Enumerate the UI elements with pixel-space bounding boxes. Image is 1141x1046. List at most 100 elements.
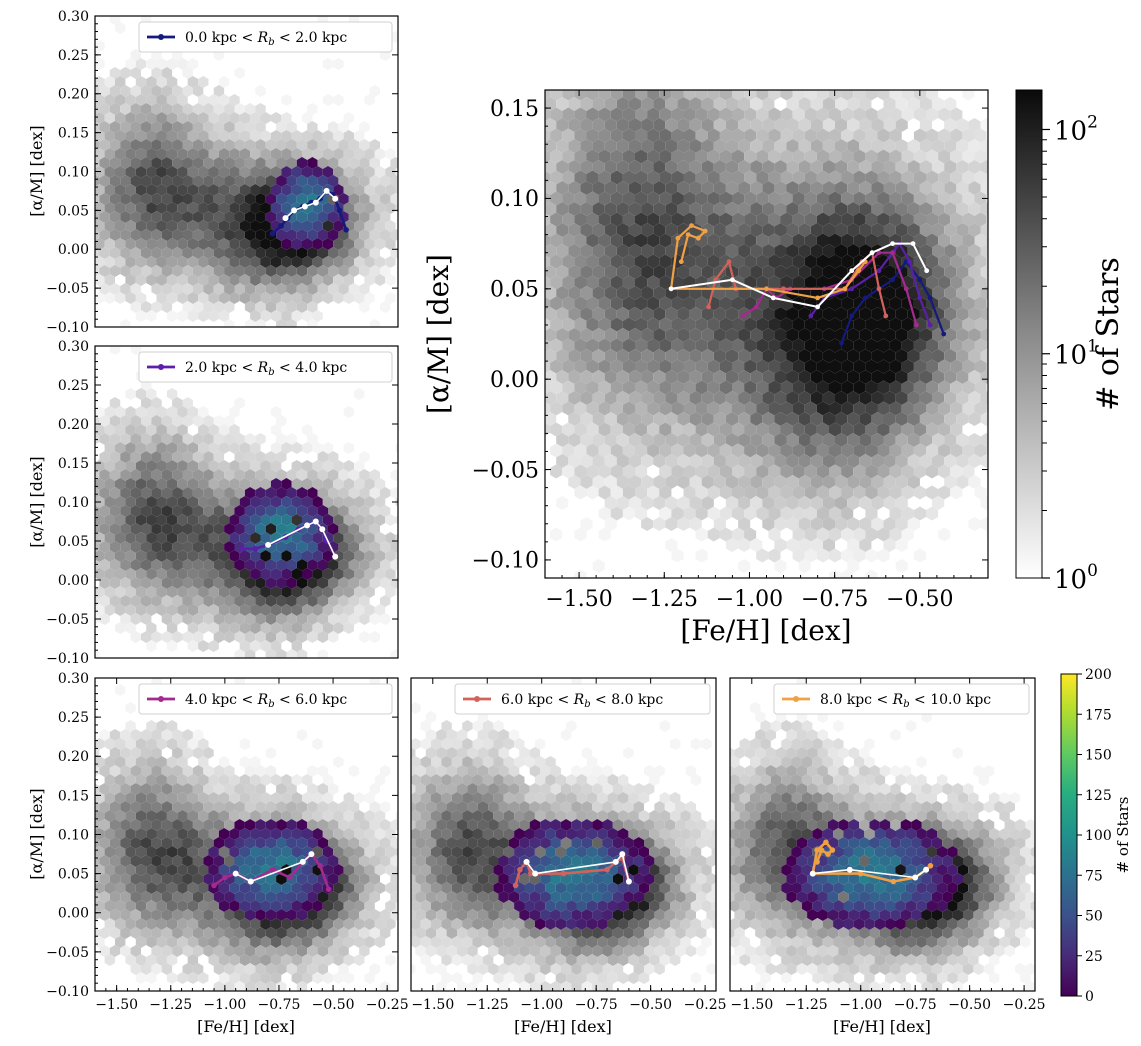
hex-bin [187,550,199,562]
hex-bin [653,286,666,300]
hex-bin [472,918,483,930]
hex-bin [659,128,672,143]
hex-bin [265,649,277,658]
hex-bin [213,963,225,975]
hex-bin [874,954,886,966]
hex-bin [974,191,987,206]
hex-bin [99,487,110,499]
hex-bin [172,85,183,97]
hex-bin [711,828,716,840]
hex-bin [234,193,245,205]
hex-bin [633,855,644,867]
hex-bin [286,139,297,151]
hex-bin [916,828,927,840]
hex-bin [932,160,945,174]
hex-bin [730,747,735,759]
hex-bin [921,873,932,885]
hex-bin [354,496,365,508]
hex-bin [307,559,318,571]
hex-bin [895,118,908,132]
hex-bin [633,819,644,831]
hex-bin [286,433,297,445]
hex-bin [1009,936,1021,948]
hex-bin [109,927,121,939]
hex-bin [369,319,380,327]
hex-bin [390,229,398,241]
hex-bin [380,505,391,517]
legend-box [138,683,393,715]
hex-bin [115,918,126,930]
hex-bin [161,855,173,867]
hex-bin [472,846,483,858]
hex-bin [833,846,844,858]
hex-bin [348,247,360,259]
hex-bin [104,442,115,454]
hex-bin [130,487,141,499]
hex-bin [395,515,398,525]
hex-bin [675,945,686,957]
hex-bin [695,296,708,311]
hex-bin [95,94,105,106]
hex-bin [270,586,282,598]
hex-bin [482,810,494,822]
hex-bin [291,442,302,454]
hex-bin [647,275,660,290]
hex-bin [719,128,732,143]
hex-bin [827,747,839,759]
hex-bin [338,487,349,499]
hex-bin [229,586,240,598]
hex-bin [229,936,240,948]
hex-bin [730,873,735,885]
hex-bin [177,478,188,490]
hex-bin [156,774,167,786]
hex-bin [255,801,266,813]
hex-bin [146,568,157,580]
hex-bin [156,954,167,966]
hex-bin [239,622,251,634]
hex-bin [1030,864,1035,876]
hex-bin [198,918,209,930]
hex-bin [719,846,729,858]
hex-bin [348,193,360,205]
hex-bin [415,909,426,921]
hex-bin [130,523,141,535]
hex-bin [135,130,147,142]
hex-bin [99,469,110,481]
hex-bin [701,202,714,216]
hex-bin [312,972,323,984]
hex-bin [234,487,245,499]
hex-bin [156,828,167,840]
hex-bin [950,170,963,185]
hex-bin [234,981,245,991]
hex-bin [765,891,776,903]
hex-bin [229,532,240,544]
hex-bin [229,550,240,562]
hex-bin [343,292,354,304]
hex-bin [265,801,277,813]
hex-bin [980,265,988,279]
hex-bin [683,107,696,122]
hex-bin [234,631,245,643]
track-point [312,518,319,525]
hex-bin [135,76,147,88]
hex-bin [810,265,823,279]
hex-bin [161,265,173,277]
hex-bin [628,265,642,279]
hex-bin [545,160,557,174]
track-point [523,858,530,865]
hex-bin [317,505,328,517]
hex-bin [120,211,131,223]
hex-bin [550,275,563,290]
hex-bin [980,139,988,153]
hex-bin [213,505,225,517]
hex-bin [229,112,240,124]
hex-bin [817,801,828,813]
hex-bin [719,90,732,101]
hex-bin [796,747,808,759]
hex-bin [514,954,525,966]
hex-bin [730,810,740,822]
hex-bin [999,936,1010,948]
hex-bin [1009,828,1021,840]
hex-bin [838,765,849,777]
hex-bin [1036,891,1046,903]
